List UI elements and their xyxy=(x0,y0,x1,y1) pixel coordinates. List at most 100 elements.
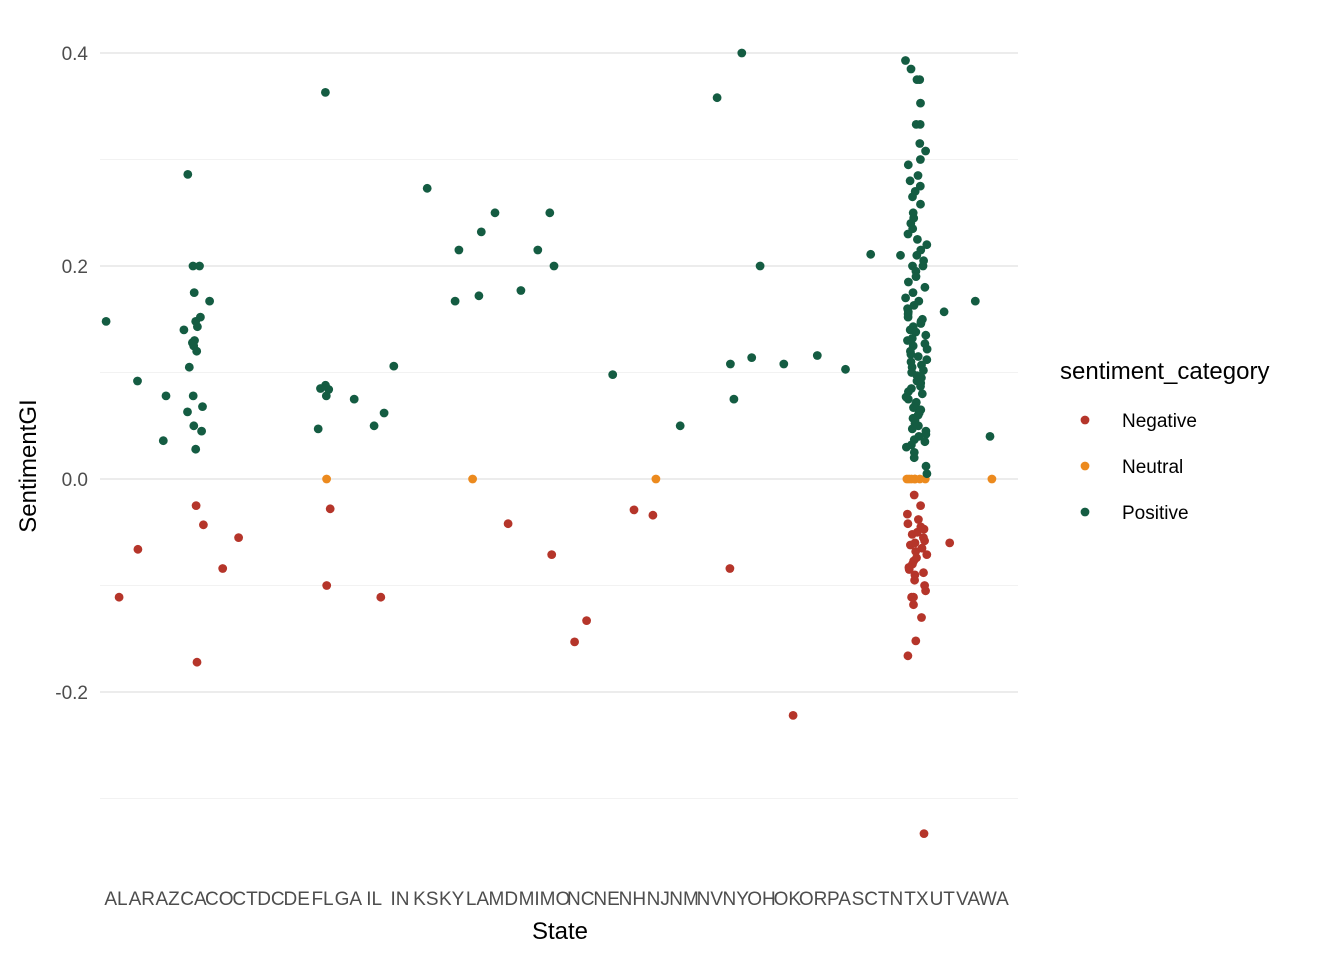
data-point-negative xyxy=(570,637,579,647)
data-point-positive xyxy=(490,208,500,218)
data-point-negative xyxy=(325,504,335,514)
data-point-negative xyxy=(133,544,143,554)
data-point-positive xyxy=(866,249,876,259)
data-point-negative xyxy=(903,651,913,661)
x-tick-label: KY xyxy=(439,889,465,910)
data-point-positive xyxy=(841,364,850,374)
data-point-positive xyxy=(921,461,931,471)
legend-key-neutral xyxy=(1080,461,1090,471)
data-point-negative xyxy=(919,533,928,542)
data-point-positive xyxy=(917,389,927,399)
data-point-negative xyxy=(909,600,918,610)
data-point-positive xyxy=(920,437,930,447)
x-tick-label: NM xyxy=(669,889,699,910)
data-point-negative xyxy=(547,550,557,559)
data-point-positive xyxy=(197,426,207,436)
data-point-positive xyxy=(902,442,911,452)
data-point-negative xyxy=(914,515,923,524)
y-tick-label: -0.2 xyxy=(55,683,88,704)
data-point-neutral xyxy=(915,474,925,484)
legend-label-positive: Positive xyxy=(1122,503,1189,524)
data-point-positive xyxy=(321,391,331,401)
data-point-positive xyxy=(450,296,460,306)
x-tick-label: VA xyxy=(956,889,980,910)
data-point-positive xyxy=(812,351,822,360)
x-tick-label: IL xyxy=(366,889,382,910)
data-point-positive xyxy=(918,261,928,271)
data-point-positive xyxy=(911,272,921,281)
data-point-positive xyxy=(183,407,192,417)
legend-key-positive xyxy=(1080,507,1090,517)
data-point-neutral xyxy=(322,474,331,484)
data-points xyxy=(101,48,997,838)
data-point-positive xyxy=(349,394,359,404)
data-point-positive xyxy=(379,408,389,418)
data-point-positive xyxy=(916,319,926,328)
x-tick-label: PA xyxy=(827,889,851,910)
data-point-positive xyxy=(921,429,931,439)
data-point-positive xyxy=(191,444,201,454)
data-point-positive xyxy=(901,56,910,65)
legend-label-neutral: Neutral xyxy=(1122,457,1183,478)
data-point-positive xyxy=(316,384,325,393)
data-point-positive xyxy=(747,353,757,362)
data-point-positive xyxy=(916,199,925,209)
data-point-negative xyxy=(920,581,929,590)
data-point-negative xyxy=(910,538,920,548)
data-point-negative xyxy=(919,829,929,838)
data-point-negative xyxy=(191,501,201,510)
data-point-positive xyxy=(985,432,995,441)
x-tick-label: FL xyxy=(311,889,333,910)
data-point-negative xyxy=(582,616,591,625)
data-point-positive xyxy=(908,288,918,297)
data-point-positive xyxy=(905,176,915,186)
data-point-positive xyxy=(205,296,215,306)
data-point-negative xyxy=(376,592,386,602)
x-tick-label: NY xyxy=(722,889,749,910)
x-tick-label: DE xyxy=(284,889,310,910)
x-tick-label: MO xyxy=(540,889,571,910)
data-point-positive xyxy=(675,421,685,431)
data-point-positive xyxy=(545,208,555,218)
y-axis-title: SentimentGI xyxy=(15,399,42,532)
grid-lines xyxy=(100,52,1018,799)
x-tick-label: DC xyxy=(257,889,284,910)
data-point-positive xyxy=(755,261,765,271)
x-tick-label: CO xyxy=(205,889,234,910)
data-point-positive xyxy=(970,296,980,306)
x-tick-label: AR xyxy=(129,889,155,910)
data-point-positive xyxy=(779,359,789,369)
data-point-neutral xyxy=(987,474,997,484)
legend-key-negative xyxy=(1080,415,1090,425)
data-point-positive xyxy=(906,350,916,359)
data-point-positive xyxy=(712,93,722,103)
x-tick-label: OR xyxy=(799,889,828,910)
data-point-positive xyxy=(916,155,925,164)
data-point-positive xyxy=(906,64,916,74)
x-tick-label: NE xyxy=(593,889,619,910)
data-point-negative xyxy=(945,538,955,548)
data-point-positive xyxy=(909,403,918,412)
data-point-positive xyxy=(198,402,207,411)
data-point-positive xyxy=(101,317,111,326)
data-point-negative xyxy=(911,636,921,646)
data-point-positive xyxy=(921,146,930,156)
data-point-positive xyxy=(908,192,917,202)
data-point-positive xyxy=(896,250,905,260)
data-point-positive xyxy=(911,120,921,129)
data-point-positive xyxy=(729,394,739,404)
data-point-positive xyxy=(158,436,168,446)
x-tick-label: CT xyxy=(232,889,258,910)
data-point-negative xyxy=(919,568,928,578)
data-point-negative xyxy=(503,519,513,529)
x-tick-label: MI xyxy=(519,889,540,910)
data-point-negative xyxy=(218,564,228,573)
x-tick-label: WA xyxy=(979,889,1009,910)
data-point-negative xyxy=(903,509,912,519)
data-point-negative xyxy=(322,581,332,590)
x-tick-label: MD xyxy=(489,889,519,910)
data-point-positive xyxy=(922,240,932,250)
x-tick-label: OK xyxy=(774,889,802,910)
